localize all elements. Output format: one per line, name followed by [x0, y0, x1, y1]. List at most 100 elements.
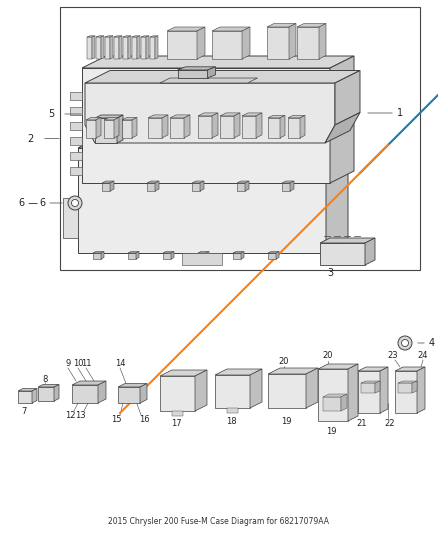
Polygon shape	[233, 252, 244, 253]
Text: 6: 6	[39, 198, 45, 208]
Text: 2: 2	[28, 133, 34, 143]
Polygon shape	[128, 252, 139, 253]
Polygon shape	[72, 381, 106, 385]
Text: 4: 4	[429, 338, 435, 348]
Polygon shape	[137, 36, 140, 59]
Polygon shape	[268, 368, 318, 374]
Text: 10: 10	[73, 359, 83, 367]
Polygon shape	[318, 364, 358, 369]
Polygon shape	[227, 408, 238, 413]
Polygon shape	[220, 113, 240, 116]
Polygon shape	[212, 27, 250, 31]
Polygon shape	[102, 183, 110, 191]
Polygon shape	[268, 374, 306, 408]
Polygon shape	[136, 252, 139, 259]
Polygon shape	[123, 36, 131, 37]
Polygon shape	[320, 243, 365, 265]
Circle shape	[71, 199, 78, 206]
Polygon shape	[132, 117, 137, 138]
Polygon shape	[323, 397, 341, 411]
Polygon shape	[148, 115, 168, 118]
Polygon shape	[319, 23, 326, 59]
Polygon shape	[92, 36, 95, 59]
Polygon shape	[110, 181, 114, 191]
Polygon shape	[198, 253, 206, 259]
Polygon shape	[101, 252, 104, 259]
Polygon shape	[306, 368, 318, 408]
Polygon shape	[18, 391, 32, 403]
Polygon shape	[38, 387, 54, 401]
Polygon shape	[233, 253, 241, 259]
Polygon shape	[245, 181, 249, 191]
Polygon shape	[128, 253, 136, 259]
Polygon shape	[198, 113, 218, 116]
Polygon shape	[215, 369, 262, 375]
Polygon shape	[95, 115, 123, 118]
Polygon shape	[297, 27, 319, 59]
Polygon shape	[198, 252, 209, 253]
Polygon shape	[375, 381, 380, 393]
Circle shape	[68, 196, 82, 210]
Polygon shape	[289, 23, 296, 59]
Polygon shape	[198, 116, 212, 138]
Polygon shape	[267, 27, 289, 59]
Polygon shape	[132, 37, 137, 59]
Polygon shape	[148, 118, 162, 138]
Polygon shape	[282, 183, 290, 191]
Polygon shape	[140, 384, 147, 403]
Polygon shape	[102, 181, 114, 183]
Polygon shape	[417, 367, 425, 413]
Polygon shape	[132, 36, 140, 37]
Polygon shape	[87, 37, 92, 59]
Polygon shape	[395, 371, 417, 413]
Polygon shape	[162, 115, 168, 138]
Polygon shape	[155, 36, 158, 59]
Polygon shape	[85, 83, 335, 143]
Polygon shape	[398, 383, 412, 393]
Polygon shape	[85, 70, 360, 83]
Polygon shape	[288, 116, 305, 118]
Polygon shape	[300, 116, 305, 138]
Polygon shape	[163, 252, 174, 253]
Text: 12: 12	[65, 410, 75, 419]
Text: 11: 11	[81, 359, 91, 367]
Text: 23: 23	[388, 351, 398, 359]
Polygon shape	[160, 370, 207, 376]
Polygon shape	[160, 78, 258, 83]
Text: 14: 14	[115, 359, 125, 367]
Polygon shape	[104, 120, 114, 138]
Polygon shape	[105, 37, 110, 59]
Text: 13: 13	[75, 410, 85, 419]
Polygon shape	[326, 136, 348, 253]
Polygon shape	[177, 67, 215, 70]
Polygon shape	[220, 116, 234, 138]
Polygon shape	[118, 384, 147, 387]
Text: 22: 22	[385, 418, 395, 427]
Polygon shape	[242, 113, 262, 116]
Text: 20: 20	[323, 351, 333, 360]
Polygon shape	[18, 389, 37, 391]
Polygon shape	[38, 384, 59, 387]
Polygon shape	[147, 183, 155, 191]
Bar	[70, 167, 82, 175]
Text: 2015 Chrysler 200 Fuse-M Case Diagram for 68217079AA: 2015 Chrysler 200 Fuse-M Case Diagram fo…	[109, 516, 329, 526]
Polygon shape	[110, 36, 113, 59]
Polygon shape	[146, 36, 149, 59]
Polygon shape	[361, 383, 375, 393]
Polygon shape	[365, 238, 375, 265]
Polygon shape	[101, 36, 104, 59]
Bar	[70, 92, 82, 100]
Polygon shape	[268, 253, 276, 259]
Polygon shape	[280, 116, 285, 138]
Polygon shape	[323, 394, 347, 397]
Polygon shape	[114, 37, 119, 59]
Polygon shape	[380, 367, 388, 413]
Polygon shape	[358, 371, 380, 413]
Polygon shape	[182, 253, 222, 265]
Polygon shape	[212, 31, 242, 59]
Text: 19: 19	[326, 426, 336, 435]
Polygon shape	[98, 381, 106, 403]
Polygon shape	[237, 183, 245, 191]
Polygon shape	[150, 36, 158, 37]
Text: 15: 15	[111, 416, 121, 424]
